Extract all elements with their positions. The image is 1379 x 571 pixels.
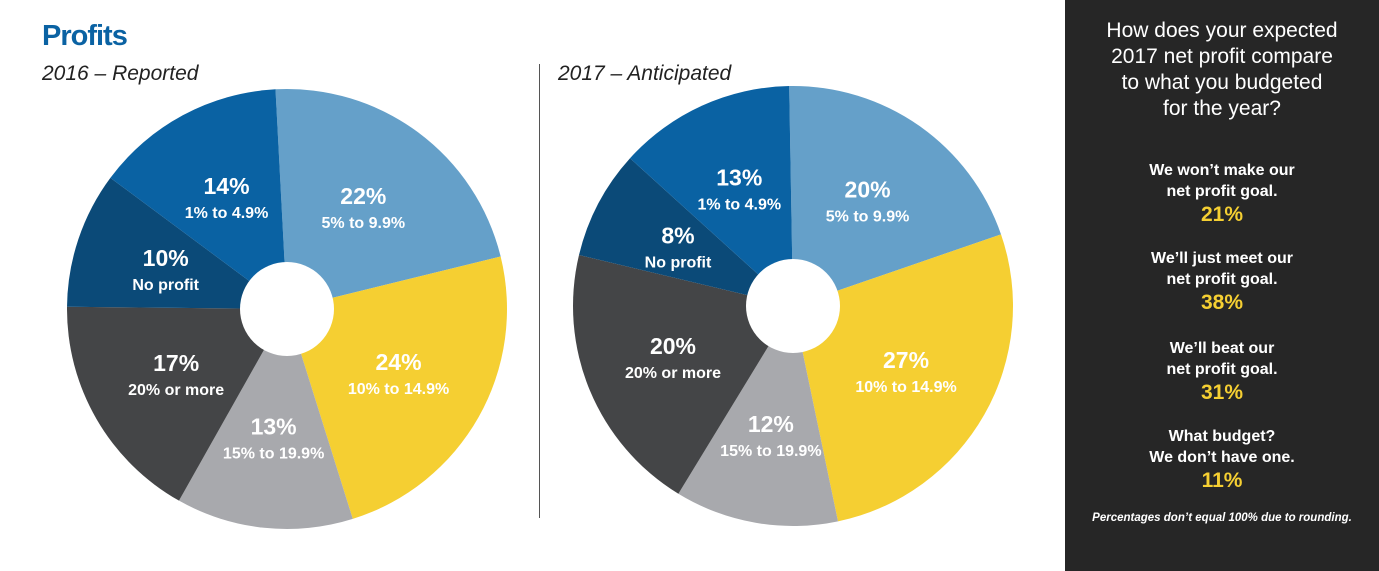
pie-2016-slice-2-percent: 13% [251, 413, 297, 439]
pie-2016-slice-0 [275, 89, 501, 309]
answer-percent: 11% [1201, 469, 1243, 492]
pie-2016-center-hole [240, 262, 334, 356]
answer-percent: 38% [1200, 291, 1244, 314]
answer-wont-make-goal: We won’t make our net profit goal. 21% [1065, 160, 1379, 227]
pie-2017-slice-5 [630, 86, 793, 306]
pie-2016-slice-1-percent: 24% [375, 349, 421, 375]
pie-2016-slice-2 [179, 309, 353, 529]
pie-2016-slice-3-label: 20% or more [128, 382, 224, 399]
answer-percent: 31% [1200, 381, 1244, 404]
pie-2016-slice-3 [66, 306, 287, 501]
pie-2017-slice-1 [793, 234, 1013, 522]
pie-2017-slice-2 [678, 306, 838, 526]
answer-line: We don’t have one. [1149, 449, 1295, 466]
pie-2017-slice-2-percent: 12% [748, 411, 794, 437]
pie-2017-slice-0-percent: 20% [845, 177, 891, 203]
pie-2017-slice-0 [789, 86, 1002, 306]
pie-2016-slice-4 [67, 177, 288, 309]
chart-divider [539, 64, 540, 518]
pie-2016-slice-5-label: 1% to 4.9% [185, 205, 269, 222]
pie-2017-slice-4-percent: 8% [661, 222, 694, 248]
pie-2017-slice-3-percent: 20% [650, 333, 696, 359]
answer-beat-goal: We’ll beat our net profit goal. 31% [1065, 338, 1379, 405]
answer-line: We won’t make our [1149, 162, 1295, 179]
answer-line: We’ll beat our [1169, 340, 1275, 357]
pie-2016-slice-5-percent: 14% [203, 173, 249, 199]
pie-2016-slice-1 [287, 256, 507, 519]
pie-2017-slice-5-label: 1% to 4.9% [697, 197, 781, 214]
pie-2016-slice-2-label: 15% to 19.9% [223, 445, 324, 462]
pie-2016-slice-4-label: No profit [132, 277, 199, 294]
pie-2016-slice-3-percent: 17% [153, 350, 199, 376]
question-line: 2017 net profit compare [1111, 45, 1333, 68]
pie-2016-subtitle: 2016 – Reported [42, 62, 199, 85]
pie-2017-center-hole [746, 259, 840, 353]
pie-2017-slice-1-label: 10% to 14.9% [855, 379, 956, 396]
pie-2017-slice-4-label: No profit [645, 254, 712, 271]
question-line: for the year? [1163, 97, 1281, 120]
question-line: How does your expected [1106, 19, 1338, 42]
answer-line: We’ll just meet our [1151, 250, 1293, 267]
pie-2017-slice-3-label: 20% or more [625, 365, 721, 382]
pie-chart-2016: 22% 5% to 9.9% 24% 10% to 14.9% 13% 15% to 19… [66, 89, 507, 529]
pie-2016-slice-0-label: 5% to 9.9% [322, 215, 406, 232]
answer-line: net profit goal. [1166, 183, 1278, 200]
pie-2016-slice-1-label: 10% to 14.9% [348, 381, 449, 398]
answer-no-budget: What budget? We don’t have one. 11% [1065, 426, 1379, 493]
pie-2016-slice-4-percent: 10% [143, 245, 189, 271]
sidebar-question: How does your expected 2017 net profit c… [1065, 18, 1379, 122]
pie-2017-slice-2-label: 15% to 19.9% [720, 443, 821, 460]
pie-2016-slice-5 [110, 89, 287, 309]
pie-2017-slice-0-label: 5% to 9.9% [826, 209, 910, 226]
rounding-footnote: Percentages don’t equal 100% due to roun… [1092, 512, 1352, 524]
question-line: to what you budgeted [1121, 71, 1323, 94]
pie-2017-slice-3 [573, 255, 793, 494]
pie-2017-subtitle: 2017 – Anticipated [558, 62, 732, 85]
pie-2017-slice-1-percent: 27% [883, 347, 929, 373]
answer-percent: 21% [1200, 203, 1244, 226]
answer-line: What budget? [1168, 428, 1276, 445]
answer-line: net profit goal. [1166, 271, 1278, 288]
pie-2016-slice-0-percent: 22% [340, 183, 386, 209]
budget-sidebar: How does your expected 2017 net profit c… [1065, 0, 1379, 571]
pie-chart-2017: 20% 5% to 9.9% 27% 10% to 14.9% 12% 15% to 19… [573, 86, 1013, 526]
answer-line: net profit goal. [1166, 361, 1278, 378]
pie-2017-slice-5-percent: 13% [716, 165, 762, 191]
chart-title: Profits [42, 20, 128, 52]
answer-just-meet-goal: We’ll just meet our net profit goal. 38% [1065, 248, 1379, 315]
pie-2017-slice-4 [578, 158, 793, 306]
